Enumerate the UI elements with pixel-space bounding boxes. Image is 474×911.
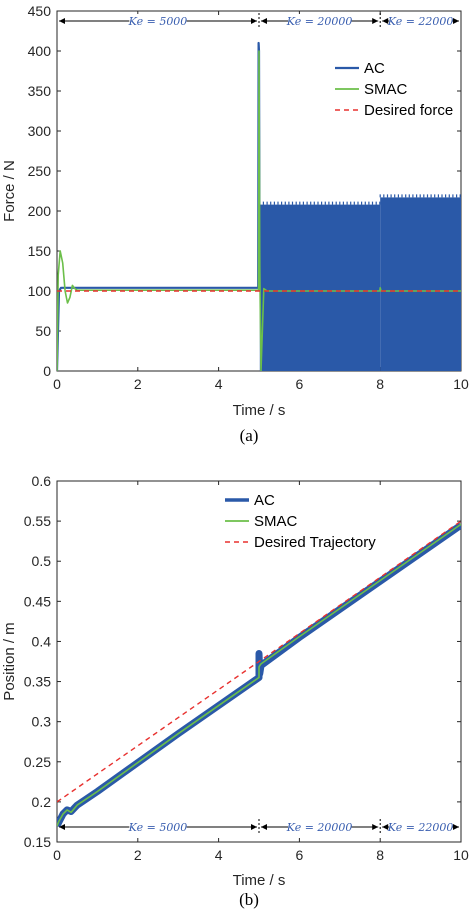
segment-label-bg	[389, 14, 453, 28]
ac-series-line	[57, 41, 261, 371]
segment-arrow-head	[382, 824, 389, 830]
ac-oscillation-ripple	[259, 201, 381, 205]
y-tick-label: 0.25	[24, 754, 51, 770]
panel-caption: (b)	[239, 890, 259, 909]
segment-arrow-head	[251, 824, 257, 830]
y-tick-label: 250	[28, 163, 52, 179]
x-tick-label: 10	[453, 847, 469, 863]
desired-series-line	[57, 520, 461, 803]
segment-label-bg	[288, 820, 352, 834]
segment-label-bg	[129, 820, 187, 834]
position-chart: 0 2 4 6 8 10 0.15 0.2 0.25 0.3 0.35 0.4 0.45 0.5 0.55 0…	[1, 473, 469, 909]
x-tick-label: 0	[53, 847, 61, 863]
segment-label: Ke = 5000	[128, 15, 188, 28]
y-tick-label: 400	[28, 43, 52, 59]
x-tick-label: 4	[215, 376, 223, 392]
legend-label: SMAC	[254, 513, 298, 530]
y-tick-label: 200	[28, 203, 52, 219]
segment-label-bg	[129, 14, 187, 28]
segment-arrow-head	[372, 18, 379, 24]
legend-label: Desired force	[364, 102, 453, 119]
segment-label: Ke = 20000	[286, 15, 353, 28]
segment-label-bg	[389, 820, 453, 834]
segment-arrow-head	[261, 824, 267, 830]
legend-label: SMAC	[364, 81, 408, 98]
y-tick-label: 0.45	[24, 593, 51, 609]
panel-caption: (a)	[240, 426, 259, 445]
x-tick-label: 0	[53, 376, 61, 392]
x-tick-label: 8	[376, 847, 384, 863]
plot-area	[57, 520, 461, 828]
ac-oscillation-band	[259, 204, 381, 371]
segment-label: Ke = 20000	[286, 821, 353, 834]
plot-area	[57, 41, 461, 371]
segment-arrow-head	[261, 18, 267, 24]
y-axis-label: Position / m	[1, 622, 18, 700]
y-tick-label: 450	[28, 3, 52, 19]
y-tick-label: 0.35	[24, 674, 51, 690]
segment-label-bg	[288, 14, 352, 28]
segment-label: Ke = 22000	[387, 15, 454, 28]
y-tick-label: 0.5	[32, 553, 52, 569]
y-tick-label: 0.6	[32, 473, 52, 489]
segment-arrow-head	[453, 18, 459, 24]
smac-series-line	[57, 523, 461, 827]
y-tick-label: 0.3	[32, 714, 52, 730]
segment-label: Ke = 22000	[387, 821, 454, 834]
legend-label: AC	[254, 492, 275, 509]
x-tick-label: 8	[376, 376, 384, 392]
y-tick-label: 0.15	[24, 834, 51, 850]
x-tick-label: 6	[296, 847, 304, 863]
segment-arrow-head	[453, 824, 459, 830]
x-axis-label: Time / s	[233, 402, 286, 419]
y-tick-label: 0	[43, 363, 51, 379]
x-axis-label: Time / s	[233, 872, 286, 889]
y-tick-label: 0.4	[32, 633, 52, 649]
ac-oscillation-band	[380, 197, 461, 371]
y-axis-label: Force / N	[1, 160, 18, 222]
segment-arrow-head	[382, 18, 389, 24]
y-tick-label: 0.2	[32, 794, 52, 810]
ac-oscillation-ripple	[379, 194, 461, 198]
x-tick-label: 10	[453, 376, 469, 392]
segment-arrow-head	[59, 18, 65, 24]
y-tick-label: 300	[28, 123, 52, 139]
plot-frame	[56, 10, 462, 372]
legend-label: AC	[364, 60, 385, 77]
segment-label: Ke = 5000	[128, 821, 188, 834]
segment-arrow-head	[372, 824, 379, 830]
y-tick-label: 350	[28, 83, 52, 99]
legend-label: Desired Trajectory	[254, 534, 376, 551]
x-tick-label: 2	[134, 376, 142, 392]
segment-arrow-head	[59, 824, 65, 830]
plot-frame	[56, 480, 462, 843]
smac-series-line	[57, 50, 461, 371]
x-tick-label: 6	[296, 376, 304, 392]
y-tick-label: 50	[35, 323, 51, 339]
legend: AC SMAC Desired Trajectory	[225, 492, 376, 551]
legend: AC SMAC Desired force	[335, 60, 453, 119]
y-tick-label: 100	[28, 283, 52, 299]
y-tick-label: 0.55	[24, 513, 51, 529]
segment-arrow-head	[251, 18, 257, 24]
y-tick-label: 150	[28, 243, 52, 259]
x-tick-label: 4	[215, 847, 223, 863]
x-tick-label: 2	[134, 847, 142, 863]
